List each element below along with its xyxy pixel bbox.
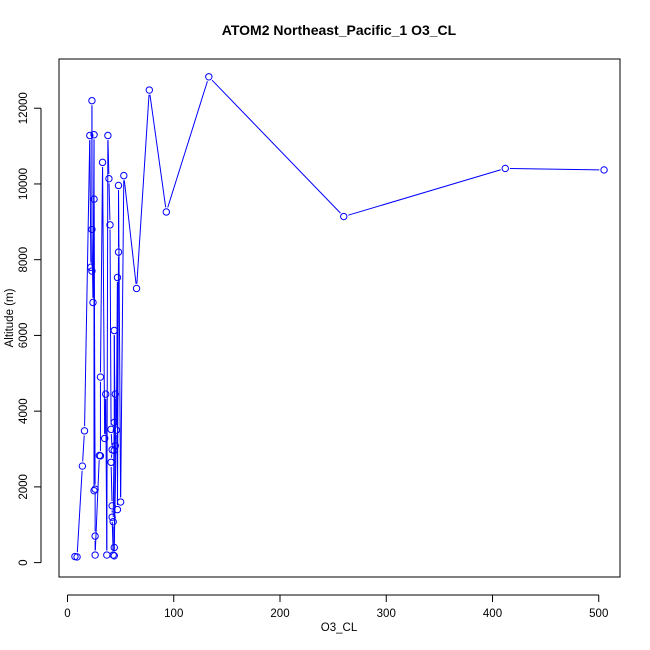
x-axis-title: O3_CL [321, 622, 358, 634]
data-point [91, 485, 99, 493]
data-point [501, 164, 509, 173]
data-point [114, 181, 123, 190]
series-line-segment [149, 94, 167, 208]
x-tick-label: 500 [589, 608, 608, 620]
data-point [145, 86, 154, 94]
data-point [120, 171, 128, 180]
series-line-segment [118, 190, 122, 498]
data-point [110, 326, 118, 335]
data-point [109, 551, 117, 559]
data-point [111, 441, 120, 450]
series-line-segment [167, 81, 208, 208]
series-line-segment [509, 168, 600, 171]
series-line-segment [102, 167, 106, 434]
x-tick-label: 400 [483, 608, 502, 620]
x-tick-label: 0 [64, 608, 70, 620]
data-point [340, 212, 348, 221]
data-point [106, 221, 114, 229]
y-tick-label: 2000 [18, 474, 30, 500]
x-tick-label: 300 [377, 608, 396, 620]
x-tick-label: 100 [164, 608, 183, 620]
series-line-segment [136, 94, 150, 284]
data-point [113, 505, 122, 514]
data-point [96, 373, 105, 381]
data-point [86, 131, 94, 140]
data-point [111, 390, 120, 398]
plot-frame [58, 58, 621, 578]
data-point [104, 131, 112, 140]
data-point [103, 551, 111, 559]
series-line-segment [348, 169, 501, 216]
x-axis: 0 100 200 300 400 500 [64, 594, 608, 620]
series-line-segment [211, 79, 341, 214]
data-point [205, 73, 213, 81]
data-point [96, 452, 105, 460]
data-point [88, 267, 96, 275]
y-tick-label: 4000 [18, 398, 30, 424]
y-axis: 0 2000 4000 6000 8000 10000 12000 [18, 92, 42, 566]
data-point [110, 446, 118, 455]
series-line-segment [107, 140, 110, 174]
data-point [78, 462, 87, 470]
series-line-segment [76, 470, 83, 553]
data-point [98, 158, 107, 167]
data-point [87, 263, 95, 271]
series-line-segment [123, 180, 137, 284]
series-lines [76, 79, 600, 553]
data-point [91, 532, 99, 540]
data-point [112, 426, 121, 434]
series-line-segment [93, 203, 96, 485]
data-point [108, 513, 116, 521]
data-point [162, 208, 171, 216]
data-point [90, 131, 98, 139]
data-point [108, 502, 116, 510]
data-point [105, 174, 113, 183]
data-point [107, 425, 115, 434]
y-tick-label: 10000 [18, 168, 30, 200]
data-point [80, 427, 89, 435]
data-point [90, 486, 98, 495]
data-point [109, 518, 117, 526]
y-tick-label: 0 [18, 559, 30, 565]
chart-title: ATOM2 Northeast_Pacific_1 O3_CL [222, 22, 457, 38]
data-point [73, 553, 81, 561]
data-point [102, 390, 110, 398]
y-axis-title: Altitude (m) [4, 288, 16, 347]
y-tick-label: 6000 [18, 323, 30, 349]
data-point [107, 458, 115, 466]
series-points [71, 73, 608, 561]
series-line-segment [109, 229, 112, 425]
data-point [600, 166, 608, 174]
data-point [110, 552, 118, 560]
data-point [110, 543, 118, 552]
data-point [132, 284, 141, 293]
data-point [90, 195, 98, 203]
data-point [110, 418, 118, 427]
series-line-segment [89, 140, 92, 263]
x-tick-label: 200 [270, 608, 289, 620]
y-tick-label: 12000 [18, 92, 30, 124]
data-point [88, 225, 96, 234]
data-point [88, 96, 96, 105]
data-point [116, 498, 125, 506]
series-line-segment [94, 460, 100, 551]
series-line-segment [82, 435, 85, 462]
data-point [100, 434, 109, 443]
series-line-segment [84, 140, 91, 427]
data-point [113, 273, 122, 282]
data-point [91, 551, 99, 559]
series-line-segment [110, 433, 113, 446]
series-line-segment [120, 180, 125, 498]
data-point [89, 298, 97, 307]
series-line-segment [108, 183, 111, 221]
series-line-segment [116, 256, 119, 505]
series-line-segment [106, 140, 109, 551]
y-tick-label: 8000 [18, 247, 30, 273]
series-line-segment [110, 466, 113, 502]
data-point [114, 248, 123, 256]
series-line-segment [99, 167, 104, 373]
